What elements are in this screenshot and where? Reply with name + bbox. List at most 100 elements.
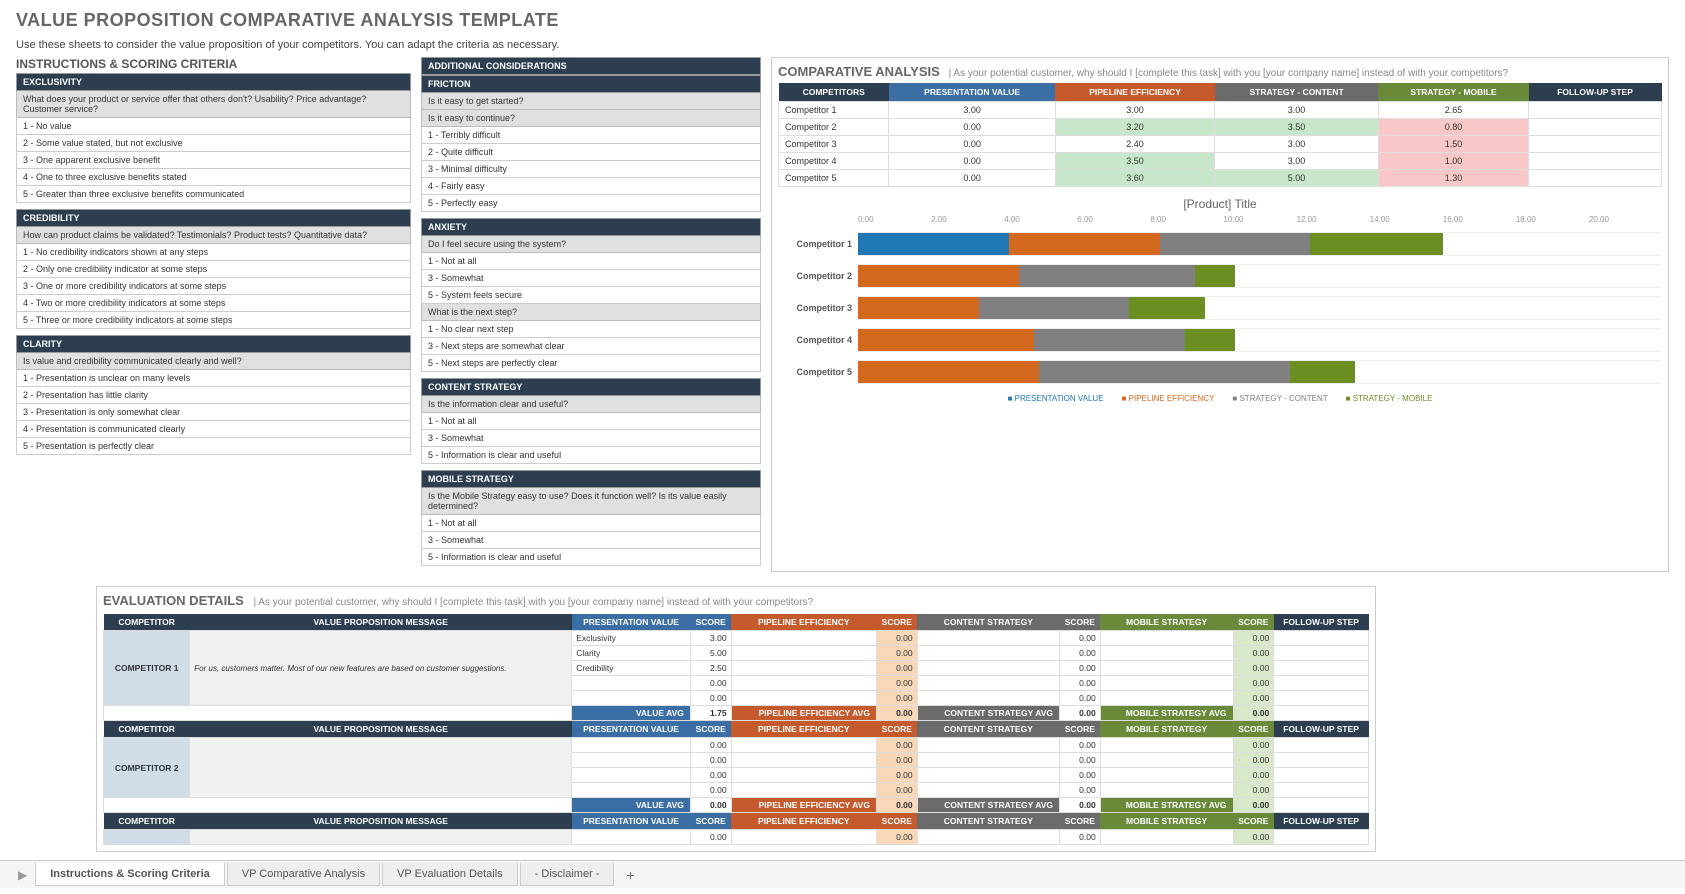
bar-segment — [858, 265, 1019, 287]
table-header: PRESENTATION VALUE — [572, 721, 691, 738]
table-cell — [1274, 646, 1369, 661]
table-header: PRESENTATION VALUE — [572, 813, 691, 830]
competitor-cell: COMPETITOR 1 — [104, 631, 190, 706]
legend-item: PRESENTATION VALUE — [1008, 394, 1104, 403]
table-cell: 5.00 — [1215, 170, 1379, 187]
avg-cell: VALUE AVG — [572, 798, 691, 813]
criteria-row: 1 - No clear next step — [421, 321, 761, 338]
table-header: SCORE — [1233, 813, 1274, 830]
table-cell: Competitor 5 — [779, 170, 889, 187]
axis-tick: 0.00 — [858, 215, 931, 224]
criteria-row: 2 - Only one credibility indicator at so… — [16, 261, 411, 278]
sheet-tab[interactable]: VP Comparative Analysis — [227, 863, 380, 886]
criteria-title: FRICTION — [421, 75, 761, 93]
table-cell: 3.50 — [1215, 119, 1379, 136]
table-header: SCORE — [690, 614, 731, 631]
table-cell: 0.00 — [1233, 631, 1274, 646]
criteria-row: 3 - One or more credibility indicators a… — [16, 278, 411, 295]
avg-cell: PIPELINE EFFICIENCY AVG — [731, 798, 876, 813]
criteria-row: 3 - Minimal difficulty — [421, 161, 761, 178]
criteria-title: CREDIBILITY — [16, 209, 411, 227]
table-cell — [731, 676, 876, 691]
criteria-row: 3 - Somewhat — [421, 430, 761, 447]
sheet-tab[interactable]: - Disclaimer - — [520, 863, 615, 886]
table-cell: 0.00 — [690, 691, 731, 706]
sheet-tabs: ▶ Instructions & Scoring CriteriaVP Comp… — [0, 860, 1685, 888]
legend-item: STRATEGY - CONTENT — [1232, 394, 1327, 403]
table-cell: 0.00 — [889, 119, 1056, 136]
bar-segment — [1160, 233, 1311, 255]
table-cell: 1.30 — [1378, 170, 1528, 187]
criteria-prompt: How can product claims be validated? Tes… — [16, 227, 411, 244]
table-cell — [1100, 676, 1233, 691]
table-header: PIPELINE EFFICIENCY — [731, 614, 876, 631]
table-cell — [1274, 691, 1369, 706]
avg-cell: MOBILE STRATEGY AVG — [1100, 706, 1233, 721]
table-header: MOBILE STRATEGY — [1100, 813, 1233, 830]
criteria-prompt: Is value and credibility communicated cl… — [16, 353, 411, 370]
avg-cell: CONTENT STRATEGY AVG — [917, 798, 1059, 813]
criteria-row: 3 - Presentation is only somewhat clear — [16, 404, 411, 421]
sheet-tab[interactable]: VP Evaluation Details — [382, 863, 518, 886]
bar-label: Competitor 1 — [778, 239, 858, 249]
table-header: SCORE — [1060, 614, 1101, 631]
table-cell — [572, 830, 691, 845]
table-cell — [1100, 691, 1233, 706]
table-cell: 0.00 — [690, 768, 731, 783]
table-cell: Competitor 2 — [779, 119, 889, 136]
add-sheet-button[interactable]: + — [616, 863, 644, 887]
table-cell: 0.80 — [1378, 119, 1528, 136]
sheet-tab[interactable]: Instructions & Scoring Criteria — [35, 863, 225, 886]
comparative-analysis-heading: COMPARATIVE ANALYSIS — [778, 64, 940, 79]
table-cell: 3.60 — [1055, 170, 1214, 187]
table-cell: 3.20 — [1055, 119, 1214, 136]
bar-label: Competitor 5 — [778, 367, 858, 377]
competitor-cell — [104, 830, 190, 845]
table-header: FOLLOW-UP STEP — [1274, 614, 1369, 631]
avg-cell: 0.00 — [1060, 706, 1101, 721]
table-cell: 0.00 — [889, 136, 1056, 153]
table-cell — [1100, 661, 1233, 676]
table-header: FOLLOW-UP STEP — [1274, 721, 1369, 738]
table-header: CONTENT STRATEGY — [917, 614, 1059, 631]
table-cell: 0.00 — [876, 830, 917, 845]
table-cell — [572, 738, 691, 753]
table-cell — [917, 783, 1059, 798]
comparative-analysis-subtitle: | As your potential customer, why should… — [949, 68, 1509, 79]
criteria-row: 1 - Terribly difficult — [421, 127, 761, 144]
tab-nav-arrow[interactable]: ▶ — [10, 868, 35, 882]
avg-cell: 0.00 — [1233, 706, 1274, 721]
table-header: SCORE — [876, 721, 917, 738]
table-cell — [1100, 631, 1233, 646]
bar-label: Competitor 3 — [778, 303, 858, 313]
criteria-row: 5 - System feels secure — [421, 287, 761, 304]
table-cell: 0.00 — [690, 676, 731, 691]
axis-tick: 20.00 — [1589, 215, 1662, 224]
message-cell — [190, 830, 572, 845]
table-cell — [731, 830, 876, 845]
table-cell — [1529, 170, 1662, 187]
table-cell: 0.00 — [690, 738, 731, 753]
criteria-row: 5 - Information is clear and useful — [421, 549, 761, 566]
axis-tick: 2.00 — [931, 215, 1004, 224]
criteria-row: 1 - Not at all — [421, 515, 761, 532]
table-cell — [572, 691, 691, 706]
criteria-prompt: Is it easy to get started? — [421, 93, 761, 110]
table-cell: Clarity — [572, 646, 691, 661]
criteria-row: 5 - Perfectly easy — [421, 195, 761, 212]
table-cell: 0.00 — [876, 661, 917, 676]
table-header: VALUE PROPOSITION MESSAGE — [190, 813, 572, 830]
table-cell: 0.00 — [1060, 830, 1101, 845]
criteria-prompt: Is it easy to continue? — [421, 110, 761, 127]
avg-cell: VALUE AVG — [572, 706, 691, 721]
table-cell: 0.00 — [876, 738, 917, 753]
table-cell — [1274, 783, 1369, 798]
table-header: SCORE — [1060, 813, 1101, 830]
axis-tick: 16.00 — [1443, 215, 1516, 224]
axis-tick: 4.00 — [1004, 215, 1077, 224]
table-cell: 0.00 — [1060, 753, 1101, 768]
table-cell — [1274, 830, 1369, 845]
table-header: SCORE — [690, 721, 731, 738]
instructions-heading: INSTRUCTIONS & SCORING CRITERIA — [16, 57, 411, 71]
table-cell: 0.00 — [690, 783, 731, 798]
